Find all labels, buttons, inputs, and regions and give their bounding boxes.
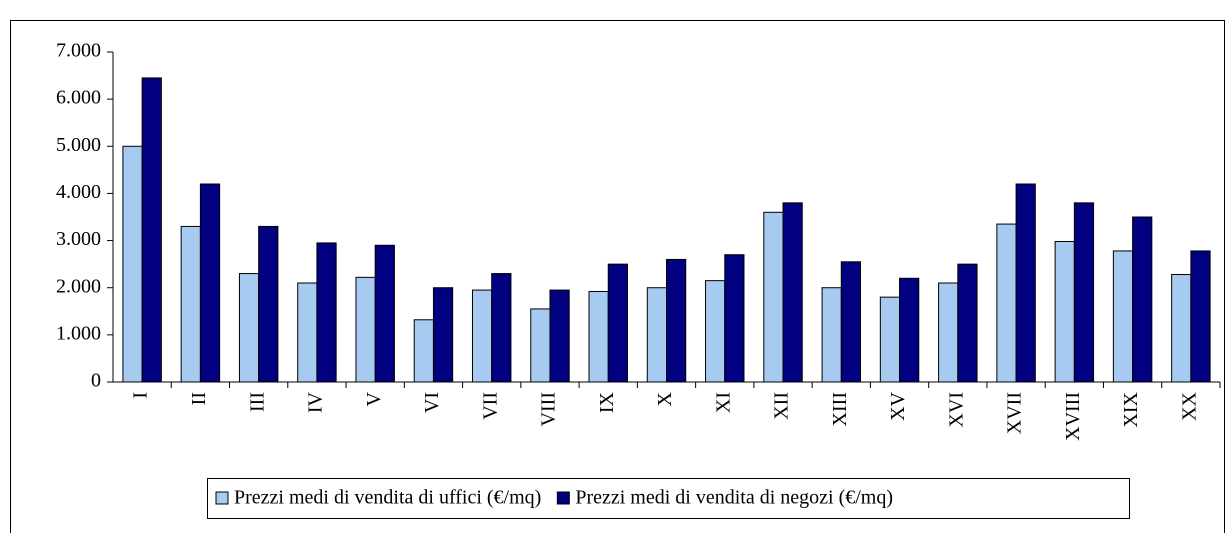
bar [413, 319, 434, 383]
x-tick-label: X [654, 391, 676, 406]
x-tick-label: VI [421, 392, 443, 413]
bar [122, 145, 143, 383]
bar [549, 289, 570, 383]
y-tick-label: 3.000 [56, 228, 101, 250]
bar [258, 225, 279, 383]
bar [432, 287, 454, 383]
x-tick-label: XVI [945, 392, 967, 428]
bar [530, 308, 551, 383]
bar [607, 263, 628, 383]
bar [199, 183, 221, 383]
y-tick-label: 4.000 [56, 181, 101, 203]
x-tick-label: XI [712, 392, 734, 413]
x-tick-label: XIII [829, 392, 851, 426]
x-tick-label: IX [596, 391, 618, 413]
bar [238, 273, 260, 383]
bar [1015, 183, 1036, 383]
bar [471, 289, 493, 383]
bar [1190, 250, 1211, 383]
y-tick-label: 5.000 [56, 134, 101, 156]
legend-swatch [556, 491, 570, 505]
bar [879, 296, 901, 383]
bar [646, 287, 667, 383]
bar [821, 287, 842, 383]
bar [491, 273, 512, 383]
legend-label: Prezzi medi di vendita di uffici (€/mq) [234, 487, 541, 509]
y-tick-label: 1.000 [56, 322, 101, 344]
x-tick-label: XV [887, 391, 909, 420]
bar [938, 282, 959, 383]
x-tick-label: XX [1178, 391, 1200, 420]
y-tick-label: 2.000 [56, 275, 101, 297]
x-tick-label: IV [305, 391, 327, 413]
legend: Prezzi medi di vendita di uffici (€/mq) P… [207, 478, 1130, 519]
bar [1073, 202, 1095, 383]
bar [1054, 241, 1075, 383]
x-tick-label: II [188, 392, 210, 405]
x-tick-label: XVIII [1062, 392, 1084, 441]
bar [297, 282, 318, 383]
x-tick-label: V [363, 391, 385, 406]
bar [666, 258, 687, 383]
bar [316, 242, 337, 383]
x-tick-label: XVII [1004, 392, 1026, 434]
bar [724, 254, 745, 383]
y-tick-label: 0 [91, 370, 101, 392]
bar [374, 244, 395, 383]
x-tick-label: VIII [538, 392, 560, 426]
bar [957, 263, 978, 383]
bar [782, 202, 803, 383]
bar [705, 280, 726, 383]
x-tick-label: XIX [1120, 391, 1142, 427]
y-tick-label: 7.000 [56, 40, 101, 62]
legend-frame [207, 478, 1130, 519]
x-tick-label: I [130, 392, 152, 399]
bar [840, 261, 862, 383]
bar [899, 277, 920, 383]
bar [1112, 250, 1134, 383]
y-tick-label: 6.000 [56, 87, 101, 109]
x-tick-label: VII [479, 392, 501, 420]
bar [763, 211, 784, 383]
bar [1171, 274, 1192, 383]
bar [180, 225, 201, 383]
legend-label: Prezzi medi di vendita di negozi (€/mq) [575, 487, 893, 509]
bar [355, 276, 376, 383]
x-tick-label: XII [771, 392, 793, 420]
legend-swatch [215, 491, 229, 505]
bar [996, 223, 1017, 383]
bar [1132, 216, 1153, 383]
bar [141, 77, 162, 383]
bar [588, 290, 609, 383]
x-tick-label: III [246, 392, 268, 412]
